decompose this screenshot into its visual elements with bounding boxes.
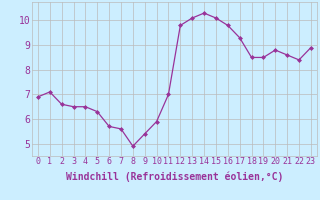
X-axis label: Windchill (Refroidissement éolien,°C): Windchill (Refroidissement éolien,°C) [66,172,283,182]
